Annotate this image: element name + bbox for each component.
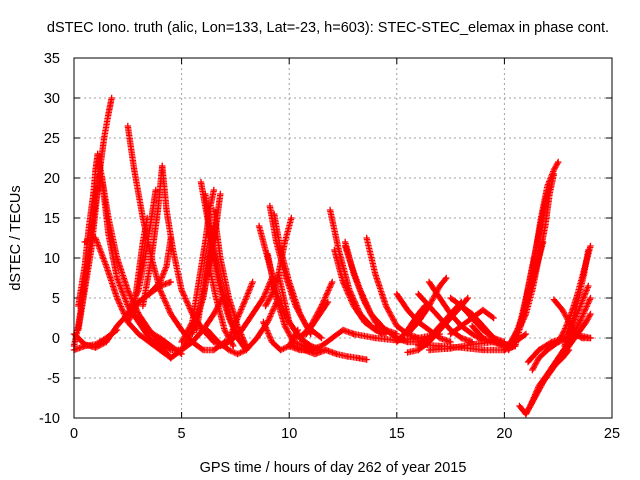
data-point xyxy=(221,342,228,350)
x-axis-label: GPS time / hours of day 262 of year 2015 xyxy=(200,460,467,476)
series-trace xyxy=(331,248,388,337)
series-50 xyxy=(415,298,465,350)
data-point xyxy=(522,410,530,418)
y-tick-label: 35 xyxy=(44,51,60,67)
series-46 xyxy=(393,302,428,346)
y-tick-label: 15 xyxy=(44,211,60,227)
data-point xyxy=(505,346,512,354)
x-tick-label: 10 xyxy=(281,426,297,442)
data-point xyxy=(124,318,131,326)
x-tick-label: 15 xyxy=(389,426,405,442)
series-trace xyxy=(264,252,317,353)
series-trace xyxy=(448,307,496,337)
series-53 xyxy=(447,306,497,338)
data-point xyxy=(329,278,336,286)
plot-frame xyxy=(73,57,613,419)
data-point xyxy=(249,278,256,286)
data-point xyxy=(576,318,583,326)
x-tick-labels: 0 5 10 15 20 25 xyxy=(70,426,620,442)
data-point xyxy=(230,342,237,350)
data-point xyxy=(262,302,269,310)
y-tick-labels: -10 -5 0 5 10 15 20 25 30 35 xyxy=(39,51,60,427)
x-tick-label: 25 xyxy=(604,426,620,442)
series-35 xyxy=(290,298,332,342)
data-point xyxy=(529,366,536,374)
series-trace xyxy=(82,235,173,361)
series-69 xyxy=(565,282,592,338)
data-point xyxy=(527,402,534,410)
data-point xyxy=(587,310,594,318)
series-trace xyxy=(291,300,331,341)
data-point xyxy=(234,314,241,322)
series-2 xyxy=(75,150,101,310)
series-trace xyxy=(506,240,546,352)
series-trace xyxy=(222,280,256,348)
series-1 xyxy=(75,94,115,334)
data-point xyxy=(572,314,579,322)
data-point xyxy=(550,166,558,174)
x-tick-label: 0 xyxy=(70,426,78,442)
data-point xyxy=(178,338,185,346)
series-trace xyxy=(566,284,591,336)
series-trace xyxy=(394,303,428,345)
series-trace xyxy=(72,327,120,353)
data-point xyxy=(227,330,235,338)
chart-title: dSTEC Iono. truth (alic, Lon=133, Lat=-2… xyxy=(47,20,609,36)
y-tick-label: -5 xyxy=(47,371,60,387)
y-tick-label: 20 xyxy=(44,171,60,187)
x-tick-label: 5 xyxy=(178,426,186,442)
series-36 xyxy=(290,342,370,363)
y-tick-label: 5 xyxy=(52,291,60,307)
series-trace xyxy=(291,343,369,363)
data-point xyxy=(555,338,562,346)
y-tick-label: 0 xyxy=(52,331,60,347)
y-axis-label: dSTEC / TECUs xyxy=(8,185,24,290)
y-tick-label: 30 xyxy=(44,91,60,107)
series-40 xyxy=(341,242,385,330)
series-60 xyxy=(505,238,547,354)
x-tick-label: 20 xyxy=(496,426,512,442)
data-point xyxy=(234,350,241,358)
data-point xyxy=(585,282,592,290)
data-point xyxy=(260,318,267,326)
series-25 xyxy=(221,278,256,350)
series-trace xyxy=(426,280,485,343)
data-point xyxy=(555,158,562,166)
y-tick-label: 10 xyxy=(44,251,60,267)
y-tick-label: -10 xyxy=(39,411,60,427)
y-tick-label: 25 xyxy=(44,131,60,147)
series-trace xyxy=(342,244,384,329)
data-markers xyxy=(70,94,594,418)
series-31 xyxy=(264,250,319,354)
data-point xyxy=(514,326,521,334)
data-point xyxy=(587,294,594,302)
data-point xyxy=(578,298,586,306)
